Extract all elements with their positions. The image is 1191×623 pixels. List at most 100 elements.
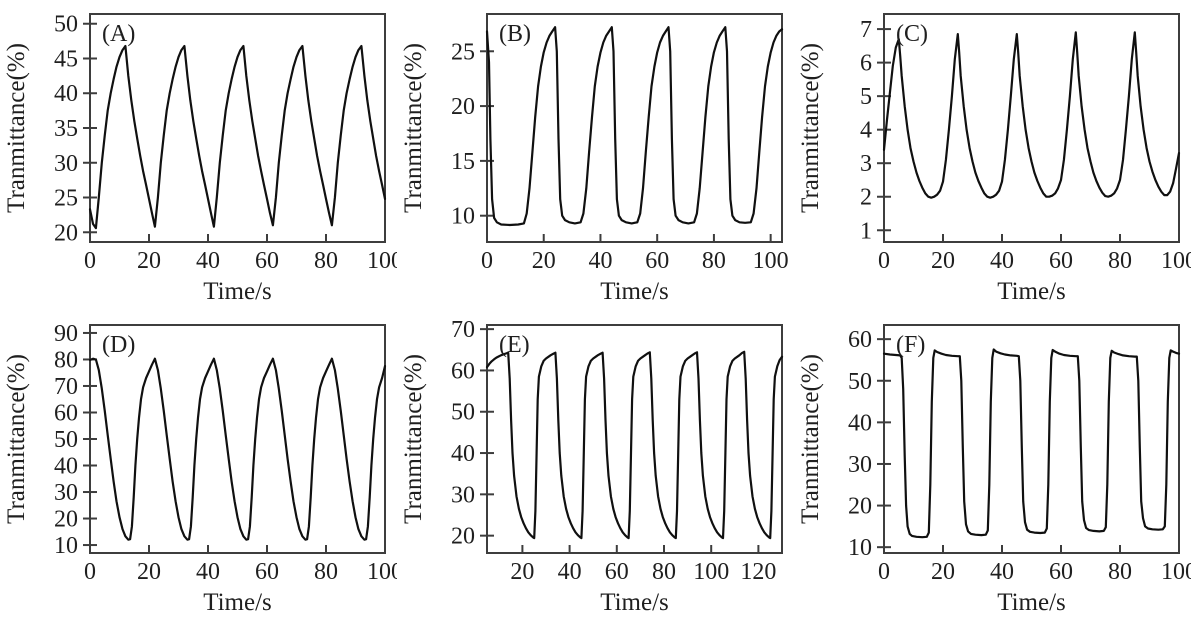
y-tick-label: 20 (848, 494, 872, 520)
x-tick-label: 60 (1049, 559, 1073, 585)
y-axis-label: Tranmittance(%) (797, 43, 824, 213)
x-axis-label: Time/s (203, 278, 272, 305)
y-tick-label: 6 (860, 51, 872, 77)
y-tick-label: 50 (451, 400, 475, 426)
x-tick-label: 80 (652, 559, 676, 585)
y-tick-label: 10 (848, 535, 872, 561)
x-tick-label: 20 (137, 559, 161, 585)
x-tick-label: 0 (878, 559, 890, 585)
y-tick-label: 4 (860, 118, 872, 144)
x-tick-label: 20 (931, 559, 955, 585)
panel-letter: (A) (102, 21, 135, 47)
x-tick-label: 100 (367, 248, 397, 274)
x-tick-label: 80 (1108, 248, 1132, 274)
x-tick-label: 100 (693, 559, 729, 585)
x-tick-label: 60 (255, 248, 279, 274)
y-tick-label: 50 (54, 12, 78, 38)
x-tick-label: 80 (1108, 559, 1132, 585)
data-line (882, 31, 1181, 199)
x-tick-label: 0 (84, 248, 96, 274)
y-tick-label: 50 (54, 427, 78, 453)
x-tick-label: 60 (255, 559, 279, 585)
y-tick-label: 7 (860, 17, 872, 43)
y-axis-label: Tranmittance(%) (400, 354, 427, 524)
x-tick-label: 80 (314, 248, 338, 274)
panel-letter: (C) (896, 21, 928, 47)
y-axis-label: Tranmittance(%) (400, 43, 427, 213)
y-tick-label: 30 (848, 452, 872, 478)
y-tick-label: 45 (54, 46, 78, 72)
y-tick-label: 50 (848, 369, 872, 395)
y-tick-label: 2 (860, 185, 872, 211)
y-tick-label: 30 (451, 482, 475, 508)
data-line (485, 350, 784, 540)
x-tick-label: 40 (196, 559, 220, 585)
x-axis-label: Time/s (600, 589, 669, 616)
y-tick-label: 60 (848, 327, 872, 353)
plot-frame (486, 13, 783, 243)
plot-frame (883, 324, 1180, 554)
x-tick-label: 0 (878, 248, 890, 274)
y-tick-label: 10 (54, 533, 78, 559)
y-tick-label: 1 (860, 218, 872, 244)
x-tick-label: 20 (137, 248, 161, 274)
panel-letter: (B) (499, 21, 531, 47)
x-tick-label: 100 (753, 248, 789, 274)
y-tick-label: 80 (54, 347, 78, 373)
y-axis-label: Tranmittance(%) (3, 43, 30, 213)
x-tick-label: 80 (702, 248, 726, 274)
y-tick-label: 40 (848, 410, 872, 436)
panel-c-chart: 1 2 3 4 5 6 7 0 20 40 60 80 100 (C) Time/s Tranmittance… (797, 13, 1191, 305)
y-tick-label: 25 (451, 39, 475, 65)
x-tick-label: 40 (990, 559, 1014, 585)
y-tick-label: 3 (860, 151, 872, 177)
x-tick-label: 0 (481, 248, 493, 274)
y-tick-label: 20 (451, 94, 475, 120)
x-tick-label: 40 (588, 248, 612, 274)
y-tick-label: 20 (54, 507, 78, 533)
y-tick-label: 35 (54, 116, 78, 142)
panel-f-chart: 10 20 30 40 50 60 0 20 40 60 80 100 (F) Time/s Tranmit… (797, 324, 1191, 616)
x-axis-label: Time/s (997, 278, 1066, 305)
x-tick-label: 20 (931, 248, 955, 274)
panel-e-chart: 20 30 40 50 60 70 20 40 60 80 100 120 (E) Time/s Tranm… (400, 317, 784, 616)
x-tick-label: 0 (84, 559, 96, 585)
y-tick-label: 40 (451, 441, 475, 467)
x-tick-label: 40 (196, 248, 220, 274)
y-tick-label: 40 (54, 454, 78, 480)
x-tick-label: 100 (1161, 559, 1191, 585)
data-line (485, 26, 784, 227)
y-tick-label: 10 (451, 204, 475, 230)
y-axis-label: Tranmittance(%) (3, 354, 30, 524)
x-axis-label: Time/s (203, 589, 272, 616)
y-tick-label: 30 (54, 480, 78, 506)
y-tick-label: 30 (54, 151, 78, 177)
panel-b-chart: 10 15 20 25 0 20 40 60 80 100 (B) Time/s Tranmittanc… (400, 13, 789, 305)
plot-frame (883, 13, 1180, 243)
data-line (882, 348, 1181, 539)
x-tick-label: 40 (990, 248, 1014, 274)
x-axis-label: Time/s (997, 589, 1066, 616)
y-tick-label: 70 (451, 317, 475, 343)
plot-frame (486, 324, 783, 554)
x-tick-label: 120 (740, 559, 776, 585)
y-tick-label: 5 (860, 84, 872, 110)
panel-letter: (F) (896, 332, 925, 358)
panel-letter: (D) (102, 332, 135, 358)
y-tick-label: 20 (54, 220, 78, 246)
x-axis-label: Time/s (600, 278, 669, 305)
y-tick-label: 25 (54, 186, 78, 212)
y-tick-label: 60 (54, 400, 78, 426)
y-tick-label: 90 (54, 321, 78, 347)
y-tick-label: 70 (54, 374, 78, 400)
data-line (88, 357, 387, 541)
x-tick-label: 100 (1161, 248, 1191, 274)
x-tick-label: 20 (532, 248, 556, 274)
x-tick-label: 20 (510, 559, 534, 585)
data-line (88, 44, 387, 230)
y-tick-label: 20 (451, 524, 475, 550)
y-tick-label: 60 (451, 358, 475, 384)
y-tick-label: 15 (451, 149, 475, 175)
panel-letter: (E) (499, 332, 530, 358)
